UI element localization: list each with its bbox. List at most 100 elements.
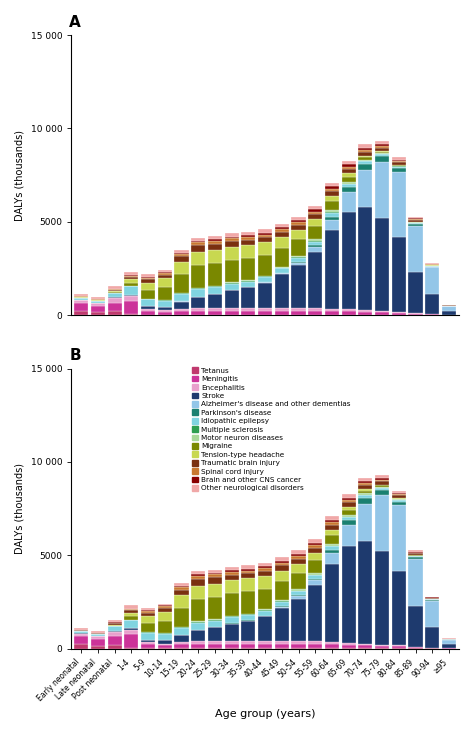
Bar (292, 595, 306, 596)
Bar (275, 224, 289, 228)
Bar (275, 607, 289, 608)
Bar (325, 644, 339, 648)
Bar (409, 553, 423, 555)
Bar (258, 589, 272, 609)
Legend: Tetanus, Meningitis, Encephalitis, Stroke, Alzheimer's disease and other dementi: Tetanus, Meningitis, Encephalitis, Strok… (191, 366, 352, 492)
Bar (325, 311, 339, 315)
Bar (342, 510, 356, 515)
Bar (191, 571, 205, 575)
Bar (141, 644, 155, 648)
Bar (308, 542, 322, 545)
Bar (191, 642, 205, 644)
Bar (74, 298, 88, 299)
Bar (174, 627, 189, 628)
Bar (208, 236, 222, 239)
Bar (225, 617, 239, 623)
Bar (442, 310, 456, 315)
Bar (174, 586, 189, 587)
Bar (342, 515, 356, 517)
Bar (174, 311, 189, 315)
Bar (141, 642, 155, 644)
Bar (292, 239, 306, 256)
Bar (241, 614, 255, 615)
Bar (292, 265, 306, 308)
Bar (308, 239, 322, 241)
Bar (108, 290, 122, 291)
Bar (292, 262, 306, 263)
Bar (325, 546, 339, 550)
Bar (325, 642, 339, 644)
Bar (275, 268, 289, 269)
Bar (191, 599, 205, 622)
Bar (225, 644, 239, 648)
Bar (308, 545, 322, 548)
Bar (308, 247, 322, 252)
Bar (275, 269, 289, 273)
Bar (308, 241, 322, 245)
Bar (308, 206, 322, 209)
Bar (292, 596, 306, 598)
Bar (225, 572, 239, 575)
Bar (275, 570, 289, 581)
Bar (91, 631, 105, 633)
Bar (174, 642, 189, 644)
Bar (108, 632, 122, 636)
Bar (358, 481, 373, 484)
Bar (174, 294, 189, 302)
Bar (124, 272, 138, 275)
Bar (409, 222, 423, 224)
Bar (158, 606, 172, 608)
Bar (392, 500, 406, 502)
Bar (208, 250, 222, 264)
Bar (108, 645, 122, 649)
Bar (275, 308, 289, 310)
Bar (191, 308, 205, 310)
Bar (342, 161, 356, 164)
Bar (325, 523, 339, 525)
Bar (308, 580, 322, 586)
Bar (358, 491, 373, 493)
Bar (225, 616, 239, 617)
Bar (375, 313, 389, 315)
Bar (342, 545, 356, 643)
Bar (225, 593, 239, 616)
Bar (258, 277, 272, 282)
Bar (375, 146, 389, 148)
Bar (108, 626, 122, 631)
Bar (292, 553, 306, 556)
Bar (308, 573, 322, 575)
Bar (325, 220, 339, 230)
Bar (174, 252, 189, 254)
Bar (91, 303, 105, 306)
Bar (275, 228, 289, 230)
Bar (308, 578, 322, 580)
Bar (308, 644, 322, 648)
Bar (275, 565, 289, 570)
Bar (342, 176, 356, 182)
Bar (258, 276, 272, 277)
Bar (241, 280, 255, 282)
Bar (258, 642, 272, 644)
Bar (174, 628, 189, 635)
Bar (141, 277, 155, 279)
Bar (342, 517, 356, 520)
Bar (208, 619, 222, 621)
Bar (174, 275, 189, 293)
Bar (392, 490, 406, 493)
Text: B: B (69, 348, 81, 363)
Bar (325, 308, 339, 311)
Bar (174, 302, 189, 309)
Bar (358, 170, 373, 208)
Bar (258, 568, 272, 571)
Bar (358, 498, 373, 504)
Bar (358, 156, 373, 157)
Bar (342, 502, 356, 506)
Bar (208, 642, 222, 644)
Bar (308, 310, 322, 315)
Bar (308, 245, 322, 247)
Bar (174, 644, 189, 648)
Bar (275, 642, 289, 644)
Bar (141, 306, 155, 308)
Bar (442, 639, 456, 644)
Bar (392, 571, 406, 645)
